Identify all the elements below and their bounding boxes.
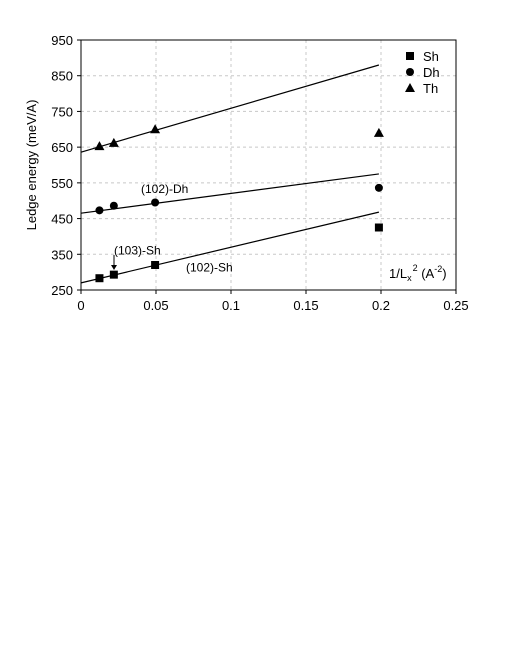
fit-lines: [80, 64, 380, 284]
point-sh-2: [151, 261, 160, 269]
grid-lines: [81, 40, 456, 290]
fit-line-th: [80, 64, 380, 153]
x-tick-label-5: 0.25: [443, 298, 468, 313]
legend-marker-th: [405, 83, 415, 92]
y-tick-label-3: 550: [51, 176, 73, 191]
legend-marker-sh: [406, 52, 414, 60]
point-sh-1: [109, 270, 118, 279]
point-sh-3: [374, 223, 383, 232]
fit-line-dh: [80, 173, 379, 214]
legend-marker-dh: [406, 68, 414, 76]
x-tick-label-3: 0.15: [293, 298, 318, 313]
data-markers: [94, 124, 384, 283]
y-tick-label-7: 950: [51, 33, 73, 48]
x-axis-label: 1/Lx2 (A-2): [389, 263, 447, 283]
y-axis-ticks: 250 350 450 550 650 750 850 950: [51, 33, 81, 298]
y-tick-label-2: 450: [51, 212, 73, 227]
fit-line-sh: [80, 211, 380, 284]
annotations: (102)-Dh (103)-Sh (102)-Sh: [114, 182, 233, 275]
annotation-102-dh: (102)-Dh: [141, 182, 188, 196]
point-dh-2: [151, 198, 160, 207]
legend-label-th: Th: [423, 81, 438, 96]
point-th-3: [373, 127, 384, 137]
y-axis-label: Ledge energy (meV/A): [24, 100, 39, 231]
annotation-arrowhead-103-sh: [111, 265, 117, 270]
point-sh-0: [95, 274, 104, 283]
y-tick-label-0: 250: [51, 283, 73, 298]
x-tick-label-2: 0.1: [222, 298, 240, 313]
legend-label-dh: Dh: [423, 65, 440, 80]
point-dh-3: [374, 183, 383, 192]
annotation-103-sh: (103)-Sh: [114, 244, 161, 258]
point-dh-0: [95, 206, 104, 215]
y-tick-label-1: 350: [51, 247, 73, 262]
x-axis-ticks: 0 0.05 0.1 0.15 0.2 0.25: [77, 290, 469, 313]
point-th-2: [150, 124, 161, 134]
legend-label-sh: Sh: [423, 49, 439, 64]
y-tick-label-5: 750: [51, 104, 73, 119]
point-th-1: [108, 137, 119, 147]
y-tick-label-4: 650: [51, 140, 73, 155]
annotation-102-sh: (102)-Sh: [186, 260, 233, 274]
y-tick-label-6: 850: [51, 69, 73, 84]
point-th-0: [94, 141, 105, 151]
plot-area-frame: [80, 39, 457, 291]
x-tick-label-1: 0.05: [143, 298, 168, 313]
x-tick-label-0: 0: [77, 298, 84, 313]
point-dh-1: [109, 201, 118, 210]
x-tick-label-4: 0.2: [372, 298, 390, 313]
